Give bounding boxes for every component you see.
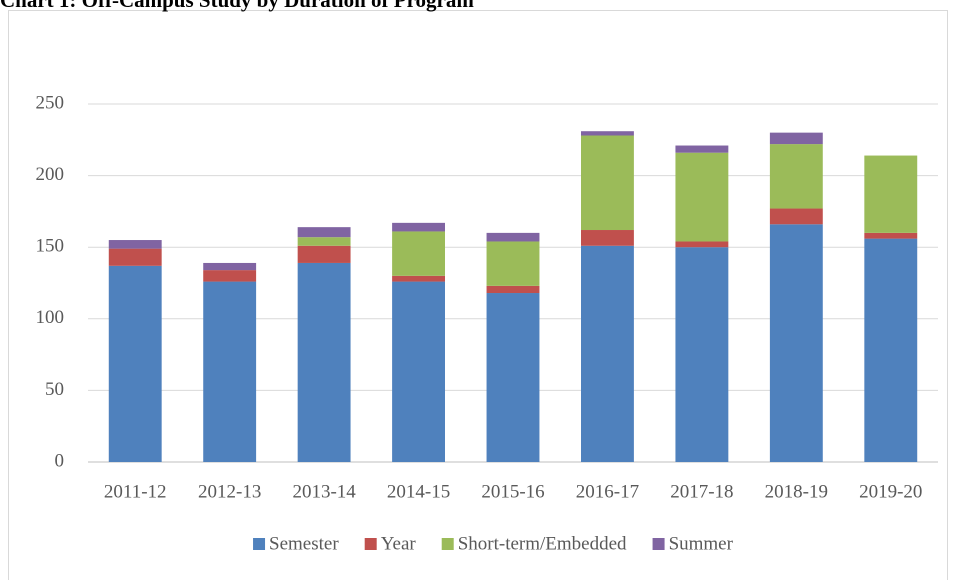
- legend-label: Year: [381, 533, 417, 554]
- x-tick-label: 2013-14: [292, 481, 356, 502]
- legend-label: Semester: [269, 533, 339, 554]
- bar-segment: [581, 245, 634, 462]
- bar-segment: [392, 281, 445, 462]
- x-tick-label: 2012-13: [198, 481, 261, 502]
- bar-segment: [108, 248, 162, 266]
- bar-segment: [675, 145, 729, 153]
- bar-segment: [864, 238, 918, 462]
- chart-title: Chart 1: Off-Campus Study by Duration of…: [0, 0, 474, 12]
- legend-swatch: [364, 538, 377, 550]
- bar-segment: [486, 285, 540, 294]
- bar-segment: [486, 232, 540, 242]
- bar-segment: [108, 265, 162, 462]
- bar-segment: [581, 131, 634, 136]
- bar-segment: [581, 230, 634, 246]
- legend-swatch: [253, 538, 266, 550]
- x-tick-label: 2014-15: [387, 481, 450, 502]
- x-tick-label: 2015-16: [481, 481, 544, 502]
- x-tick-label: 2016-17: [576, 481, 639, 502]
- y-tick-label: 0: [55, 450, 65, 471]
- bar-segment: [675, 152, 729, 242]
- bar-segment: [769, 208, 823, 225]
- x-tick-label: 2018-19: [765, 481, 828, 502]
- bar-segment: [392, 275, 445, 282]
- bar-segment: [297, 262, 351, 462]
- bar-segment: [297, 237, 351, 246]
- bar-segment: [203, 270, 257, 282]
- bar-segment: [675, 247, 729, 462]
- x-tick-label: 2017-18: [670, 481, 733, 502]
- bar-segment: [203, 262, 257, 271]
- bar-segment: [769, 132, 823, 145]
- bar-segment: [392, 231, 445, 276]
- bar-segment: [769, 224, 823, 462]
- bar-segment: [769, 144, 823, 209]
- x-tick-label: 2019-20: [859, 481, 922, 502]
- bar-segment: [675, 241, 729, 248]
- y-tick-label: 50: [45, 379, 64, 400]
- legend-swatch: [441, 538, 454, 550]
- legend-label: Summer: [669, 533, 734, 554]
- bar-segment: [297, 227, 351, 238]
- y-tick-label: 200: [36, 164, 65, 185]
- bar-segment: [108, 240, 162, 249]
- bar-segment: [203, 281, 257, 462]
- bar-segment: [864, 232, 918, 239]
- y-tick-label: 150: [36, 236, 65, 257]
- bar-segment: [486, 241, 540, 286]
- legend-swatch: [652, 538, 665, 550]
- bar-segment: [864, 155, 918, 233]
- y-tick-label: 250: [36, 92, 65, 113]
- x-tick-label: 2011-12: [104, 481, 167, 502]
- bar-segment: [297, 245, 351, 263]
- bar-segment: [392, 222, 445, 232]
- bar-segment: [581, 135, 634, 231]
- bar-segment: [486, 293, 540, 462]
- legend-label: Short-term/Embedded: [458, 533, 627, 554]
- y-tick-label: 100: [36, 307, 65, 328]
